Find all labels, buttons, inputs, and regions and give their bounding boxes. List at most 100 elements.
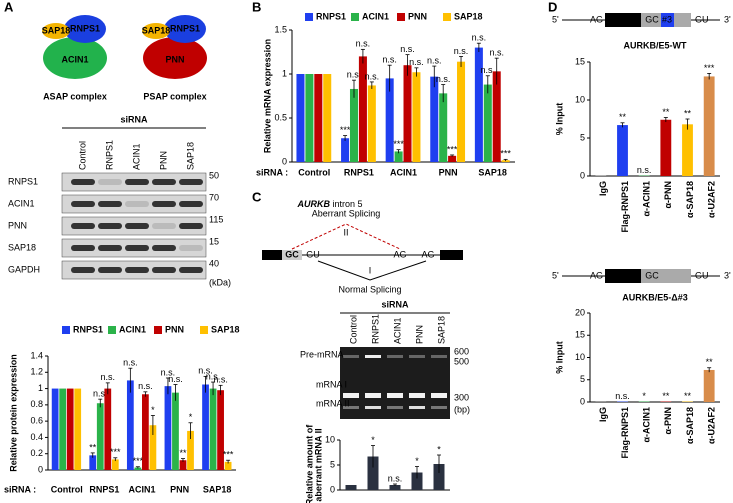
- blot-band: [125, 245, 149, 251]
- bar: [89, 455, 97, 470]
- x-tick-label: Control: [51, 484, 83, 494]
- bar: [134, 467, 142, 470]
- significance: **: [662, 391, 670, 401]
- blot-row-label: SAP18: [8, 242, 36, 252]
- gel-unit: (bp): [454, 404, 470, 414]
- blot-band: [98, 201, 122, 207]
- bar: [345, 485, 357, 490]
- significance: **: [706, 357, 714, 367]
- bar: [209, 388, 217, 470]
- gc-region: [282, 250, 302, 260]
- blot-band: [125, 267, 149, 273]
- blot-band: [71, 179, 95, 185]
- y-tick-label: 1.4: [30, 350, 43, 360]
- y-axis-label: Relative protein expression: [8, 354, 18, 472]
- gel-band: [431, 355, 447, 358]
- normal-label: Normal Splicing: [338, 284, 401, 294]
- gel-band: [387, 406, 403, 409]
- panel-label: D: [548, 0, 557, 14]
- bar: [474, 47, 483, 162]
- legend-swatch: [200, 326, 208, 334]
- significance: **: [684, 391, 692, 401]
- significance: *: [437, 444, 441, 454]
- bar: [149, 425, 157, 470]
- blot-marker: 40: [209, 258, 219, 268]
- x-tick-label: IgG: [598, 181, 608, 196]
- significance: n.s.: [347, 70, 362, 80]
- gel-marker: 600: [454, 346, 469, 356]
- significance: ***: [704, 63, 715, 73]
- blot-band: [179, 179, 203, 185]
- gene-title: AURKB intron 5: [296, 199, 362, 209]
- significance: n.s.: [409, 57, 424, 67]
- construct-end: 5': [552, 270, 559, 280]
- y-axis-label: % Input: [554, 103, 564, 136]
- gel-band: [431, 406, 447, 409]
- blot-row-label: PNN: [8, 220, 27, 230]
- x-tick-label: α-U2AF2: [707, 407, 717, 444]
- blot-band: [152, 245, 176, 251]
- significance: *: [189, 412, 193, 422]
- normal-path: [317, 260, 427, 281]
- x-tick-label: SAP18: [203, 484, 232, 494]
- bar: [217, 390, 224, 470]
- blot-row-label: ACIN1: [8, 198, 35, 208]
- y-axis-label: % Input: [554, 341, 564, 374]
- significance: n.s.: [93, 389, 108, 399]
- legend-swatch: [154, 326, 162, 334]
- construct-end: 5': [552, 14, 559, 24]
- construct-site-label: #3: [662, 14, 672, 24]
- gel-band-label: Pre-mRNA: [300, 349, 344, 359]
- gel-header: siRNA: [381, 299, 409, 309]
- construct-exon: [605, 13, 641, 27]
- y-tick-label: 1.2: [30, 367, 43, 377]
- bar: [111, 459, 119, 470]
- construct-gc: GC: [645, 270, 659, 280]
- bar: [394, 151, 403, 162]
- blot-band: [98, 245, 122, 251]
- y-tick-label: 0: [580, 396, 585, 406]
- y-tick-label: 10: [575, 352, 585, 362]
- bar: [448, 155, 457, 162]
- significance: n.s.: [161, 367, 176, 377]
- lane-label: SAP18: [436, 316, 446, 344]
- blot-band: [125, 201, 149, 207]
- construct-gu: GU: [695, 14, 709, 24]
- bar: [367, 456, 379, 490]
- bar: [439, 93, 448, 162]
- normal-id: I: [369, 265, 372, 275]
- gel-band: [365, 406, 381, 409]
- significance: n.s.: [365, 71, 380, 81]
- bar: [411, 472, 423, 490]
- bar: [492, 71, 501, 162]
- significance: ***: [500, 149, 511, 159]
- blot-band: [98, 179, 122, 185]
- significance: n.s.: [454, 46, 469, 56]
- bar: [430, 76, 439, 162]
- significance: n.s.: [637, 165, 652, 175]
- blot-band: [152, 223, 176, 229]
- significance: n.s.: [472, 33, 487, 43]
- significance: n.s.: [481, 65, 496, 75]
- gel-band: [387, 355, 403, 358]
- legend-swatch: [62, 326, 70, 334]
- x-tick-label: ACIN1: [390, 167, 417, 177]
- gel-band: [343, 393, 359, 398]
- bar: [433, 464, 445, 490]
- significance: n.s.: [138, 381, 153, 391]
- bar: [358, 56, 367, 162]
- gel-band-label: mRNA I: [316, 379, 347, 389]
- blot-band: [98, 223, 122, 229]
- significance: ***: [133, 456, 144, 466]
- significance: ***: [393, 139, 404, 149]
- legend-swatch: [351, 13, 359, 21]
- legend-swatch: [305, 13, 313, 21]
- x-axis-label: siRNA :: [256, 167, 288, 177]
- construct-gc: GC: [645, 14, 659, 24]
- gel-band: [365, 393, 381, 398]
- y-tick-label: 1.5: [274, 24, 287, 34]
- blot-band: [71, 245, 95, 251]
- bar: [172, 392, 179, 470]
- significance: ***: [110, 447, 121, 457]
- core-label: ACIN1: [61, 54, 88, 64]
